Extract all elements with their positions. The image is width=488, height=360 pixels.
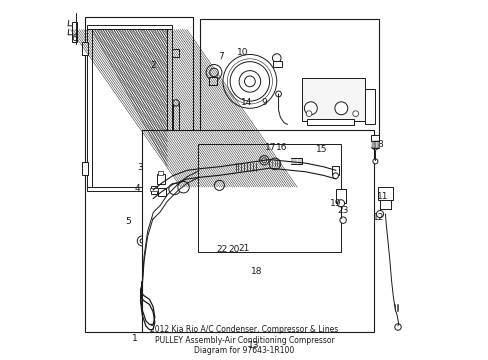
Text: 19: 19: [329, 199, 340, 208]
Circle shape: [352, 111, 358, 117]
Text: 17: 17: [264, 143, 276, 152]
Text: 10: 10: [237, 48, 248, 57]
Circle shape: [332, 173, 338, 179]
Circle shape: [137, 236, 147, 246]
Circle shape: [244, 76, 255, 87]
Text: 12: 12: [372, 213, 384, 222]
Circle shape: [337, 200, 344, 207]
Circle shape: [394, 324, 400, 330]
Bar: [150, 188, 158, 191]
Text: 2012 Kia Rio A/C Condenser, Compressor & Lines
PULLEY Assembly-Air Conditioning : 2012 Kia Rio A/C Condenser, Compressor &…: [150, 325, 338, 355]
Circle shape: [334, 102, 347, 115]
Bar: [151, 186, 157, 194]
Bar: [158, 171, 163, 175]
Circle shape: [140, 239, 144, 243]
Text: 11: 11: [376, 192, 387, 201]
Bar: [87, 25, 172, 30]
Text: 16: 16: [276, 143, 287, 152]
Bar: [376, 141, 377, 148]
Text: 13: 13: [247, 341, 259, 350]
Text: 3: 3: [137, 163, 143, 172]
Text: 6: 6: [71, 34, 77, 43]
Bar: [87, 30, 92, 187]
Circle shape: [178, 181, 189, 193]
Bar: [82, 162, 88, 175]
Bar: [158, 188, 165, 196]
Text: 18: 18: [251, 267, 262, 276]
Bar: [377, 141, 378, 148]
Text: 5: 5: [125, 217, 131, 226]
Bar: [332, 166, 338, 175]
Circle shape: [230, 62, 269, 101]
Circle shape: [206, 64, 222, 80]
Circle shape: [304, 102, 317, 115]
Bar: [167, 30, 172, 187]
Bar: [273, 60, 282, 67]
Bar: [373, 141, 374, 148]
Circle shape: [214, 180, 224, 190]
Bar: [85, 17, 192, 332]
Bar: [172, 159, 178, 168]
Bar: [306, 119, 353, 126]
Bar: [87, 187, 172, 192]
Bar: [335, 189, 346, 203]
Bar: [82, 42, 88, 55]
Circle shape: [227, 59, 272, 104]
Bar: [198, 144, 341, 252]
Bar: [172, 103, 179, 160]
Bar: [301, 78, 364, 121]
Bar: [145, 182, 151, 225]
Circle shape: [372, 159, 377, 164]
Bar: [374, 141, 375, 148]
Circle shape: [261, 158, 266, 163]
Circle shape: [145, 179, 151, 184]
Circle shape: [145, 222, 151, 228]
Circle shape: [275, 91, 281, 97]
Circle shape: [305, 111, 311, 117]
Bar: [199, 19, 378, 137]
Text: 1: 1: [132, 334, 138, 343]
Bar: [172, 104, 178, 113]
Circle shape: [239, 71, 260, 92]
Bar: [377, 187, 392, 201]
Circle shape: [272, 54, 281, 62]
Bar: [156, 174, 164, 184]
Text: 21: 21: [238, 244, 249, 253]
Text: 7: 7: [218, 52, 224, 61]
Circle shape: [339, 217, 346, 224]
Bar: [72, 22, 77, 42]
Circle shape: [172, 100, 179, 106]
Circle shape: [259, 156, 268, 165]
Text: 15: 15: [315, 145, 326, 154]
Circle shape: [223, 54, 276, 108]
Bar: [172, 49, 178, 57]
Circle shape: [168, 183, 180, 195]
Text: 9: 9: [261, 98, 266, 107]
Text: 2: 2: [150, 61, 156, 70]
Text: 20: 20: [227, 246, 239, 255]
Text: 4: 4: [134, 184, 140, 193]
Circle shape: [209, 68, 218, 77]
Text: 14: 14: [240, 98, 251, 107]
Circle shape: [172, 157, 179, 163]
Bar: [208, 77, 216, 85]
Bar: [371, 135, 379, 141]
Bar: [92, 30, 167, 187]
Circle shape: [269, 158, 280, 170]
Bar: [371, 141, 372, 148]
Circle shape: [376, 211, 383, 218]
Text: 8: 8: [376, 140, 382, 149]
Text: 22: 22: [216, 246, 227, 255]
Bar: [142, 130, 373, 332]
Bar: [364, 89, 374, 125]
Text: 23: 23: [337, 206, 348, 215]
